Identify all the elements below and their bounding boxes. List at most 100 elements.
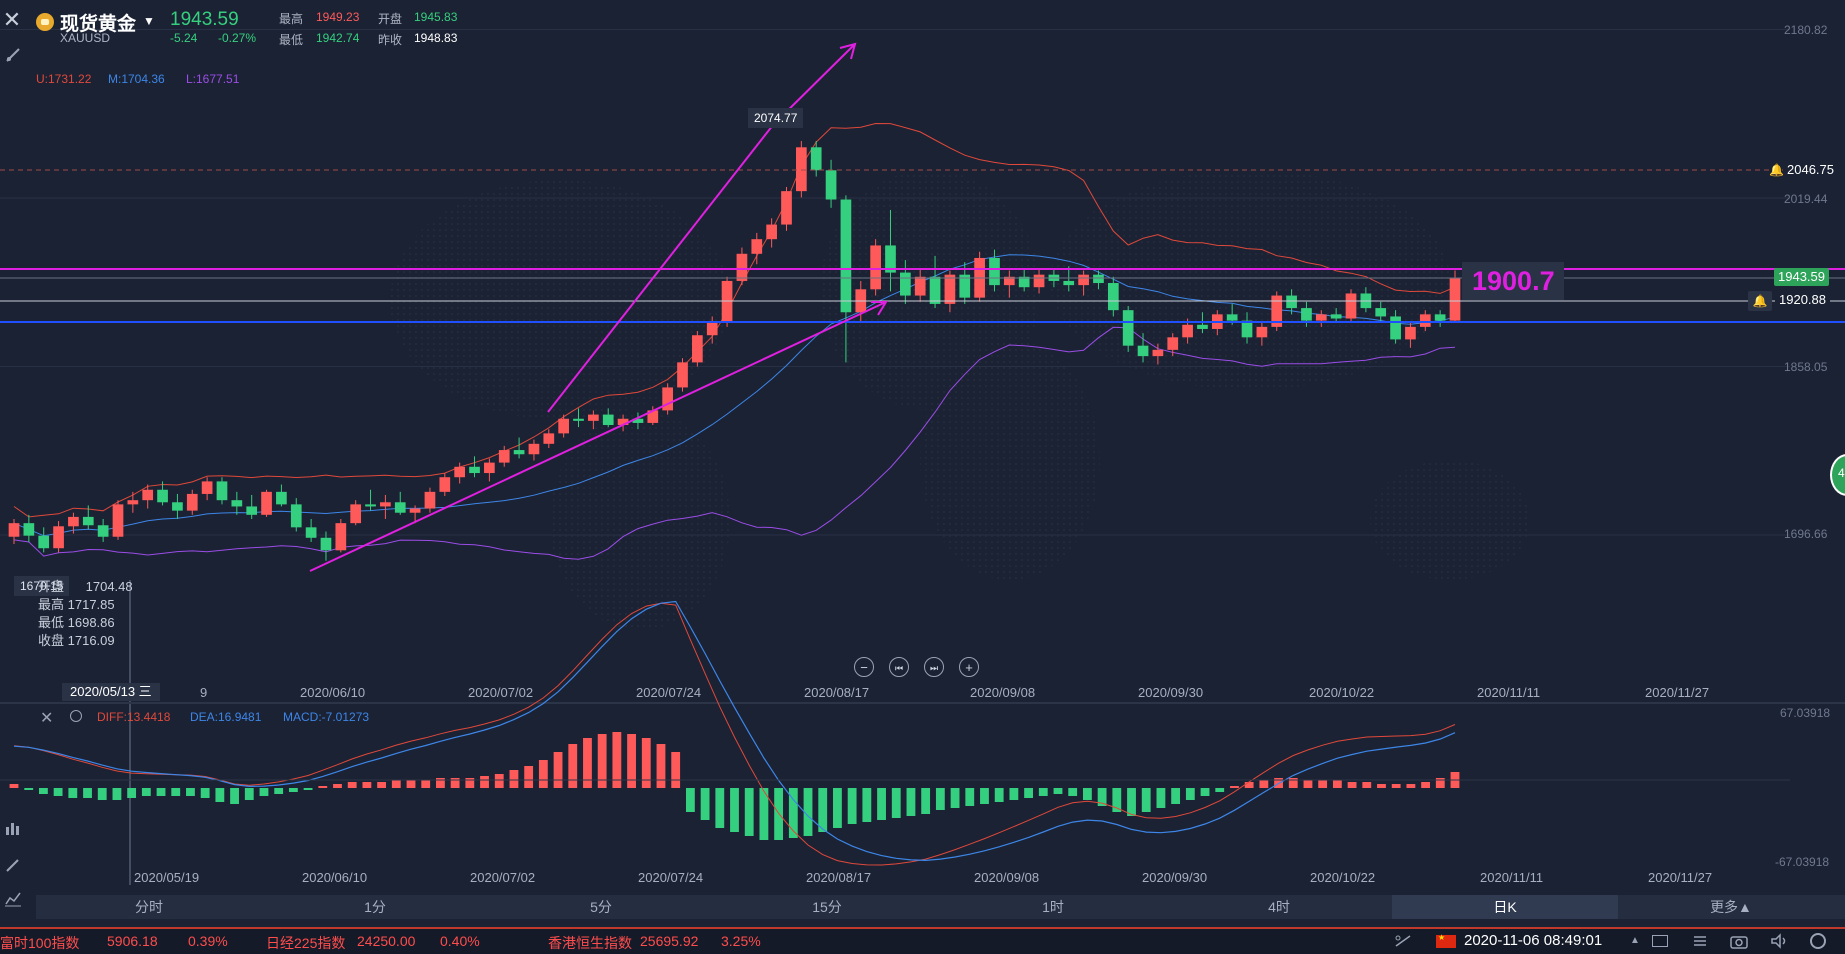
macd-date-tick: 2020/08/17 [806, 870, 872, 885]
macd-date-tick: 2020/10/22 [1310, 870, 1376, 885]
date-tick: 2020/09/08 [970, 685, 1036, 700]
crosshair-date-label: 2020/05/13 三 [62, 683, 160, 701]
candle-body [157, 489, 168, 503]
candle-body [1301, 308, 1312, 321]
macd-bar [318, 786, 328, 788]
macd-date-tick: 2020/07/02 [470, 870, 536, 885]
candle-body [959, 274, 971, 298]
candle-body [424, 491, 436, 509]
macd-bar [38, 788, 48, 794]
annotation-text[interactable]: 1900.7 [1472, 266, 1555, 296]
macd-bar [1288, 778, 1298, 788]
tab-timeframe[interactable]: 分时 [135, 899, 163, 915]
tab-timeframe[interactable]: 1分 [364, 899, 386, 915]
tab-timeframe-active[interactable]: 日K [1392, 895, 1618, 919]
date-tick: 2020/11/11 [1477, 685, 1541, 700]
macd-bar [230, 788, 239, 804]
candle-body [276, 491, 287, 505]
candle-body [706, 322, 718, 336]
pencil-icon[interactable] [4, 856, 22, 874]
macd-bar [171, 788, 181, 796]
ticker-pct: 0.40% [440, 933, 480, 949]
draw-tool-icon[interactable] [4, 46, 22, 64]
bell-icon[interactable]: 🔔 [1748, 291, 1772, 311]
speaker-icon[interactable] [1770, 933, 1788, 949]
settings-icon[interactable] [1810, 933, 1826, 949]
tab-timeframe[interactable]: 15分 [812, 899, 842, 915]
candle-body [350, 504, 362, 524]
candle-body [1182, 324, 1193, 338]
candle-body [216, 481, 228, 501]
macd-bar [24, 788, 34, 790]
macd-bar [303, 788, 313, 790]
tab-timeframe-more[interactable]: 更多▲ [1710, 899, 1752, 915]
high-value: 1949.23 [316, 10, 360, 24]
ticker-name[interactable]: 香港恒生指数 [548, 935, 632, 951]
tab-timeframe[interactable]: 4时 [1268, 899, 1290, 915]
macd-bar [1156, 788, 1166, 808]
scroll-end-button[interactable]: ⏭ [924, 657, 944, 677]
date-tick: 2020/06/10 [300, 685, 366, 700]
scroll-start-button[interactable]: ⏮ [889, 657, 909, 677]
list-icon[interactable] [1692, 933, 1708, 949]
zoom-out-button[interactable]: − [854, 657, 874, 677]
crosshair-high: 最高 1717.85 [38, 597, 115, 612]
close-icon[interactable]: ✕ [2, 7, 22, 32]
macd-bar [597, 734, 607, 788]
chevron-up-icon[interactable]: ▲ [1630, 935, 1640, 946]
candle-body [439, 477, 451, 492]
candle-body [409, 508, 421, 513]
macd-date-tick: 2020/05/19 [134, 870, 200, 885]
candle-body [1003, 276, 1015, 286]
settings-icon[interactable] [70, 710, 82, 722]
crosshair-close: 收盘 1716.09 [38, 633, 115, 648]
bell-icon[interactable]: 🔔 [1769, 163, 1784, 177]
macd-bar [803, 788, 813, 836]
candle-body [1271, 295, 1283, 327]
macd-bar [1200, 788, 1210, 796]
indicator-icon[interactable] [4, 820, 22, 838]
date-tick: 2020/10/22 [1309, 685, 1375, 700]
candle-body [231, 500, 243, 507]
price-tick: 2019.44 [1784, 192, 1828, 206]
symbol-name[interactable]: 现货黄金 [60, 14, 137, 35]
macd-bar [421, 780, 431, 788]
window-icon[interactable] [1652, 935, 1668, 947]
candle-body [1226, 314, 1238, 321]
macd-bar [259, 788, 269, 796]
gold-coin-icon [36, 13, 54, 31]
candle-body [617, 418, 629, 426]
trend-arrow-support[interactable] [309, 301, 888, 572]
camera-icon[interactable] [1730, 933, 1748, 949]
trend-arrow-up[interactable] [547, 124, 774, 413]
ticker-name[interactable]: 日经225指数 [266, 935, 346, 951]
macd-bar [406, 780, 416, 788]
peak-price-label: 2074.77 [748, 108, 804, 128]
prev-close-label: 昨收 [378, 33, 403, 47]
macd-bar [950, 788, 960, 808]
macd-bar [1024, 788, 1033, 798]
annotation-box[interactable]: 1900.7 [1462, 262, 1564, 300]
symbol-code: XAUUSD [60, 31, 111, 45]
candle-body [305, 527, 317, 538]
connection-icon[interactable] [1394, 934, 1412, 948]
marker-price-label[interactable]: 1920.88 [1775, 291, 1830, 309]
last-price: 1943.59 [170, 9, 239, 30]
zoom-in-button[interactable]: + [959, 657, 979, 677]
tab-timeframe[interactable]: 5分 [590, 899, 612, 915]
macd-bar [494, 774, 504, 788]
candle-body [484, 462, 495, 474]
date-tick: 9 [200, 685, 208, 700]
macd-bar [744, 788, 754, 836]
candle-body [82, 516, 94, 526]
close-icon[interactable]: ✕ [40, 710, 54, 727]
macd-date-tick: 2020/07/24 [638, 870, 704, 885]
line-chart-icon[interactable] [4, 890, 22, 908]
chevron-down-icon[interactable]: ▼ [143, 14, 155, 28]
tab-timeframe[interactable]: 1时 [1042, 899, 1064, 915]
china-flag-icon: ★ [1436, 933, 1456, 948]
alert-price-label[interactable]: 2046.75 [1783, 161, 1838, 179]
candle-body [320, 537, 332, 551]
ticker-name[interactable]: 富时100指数 [0, 935, 80, 951]
